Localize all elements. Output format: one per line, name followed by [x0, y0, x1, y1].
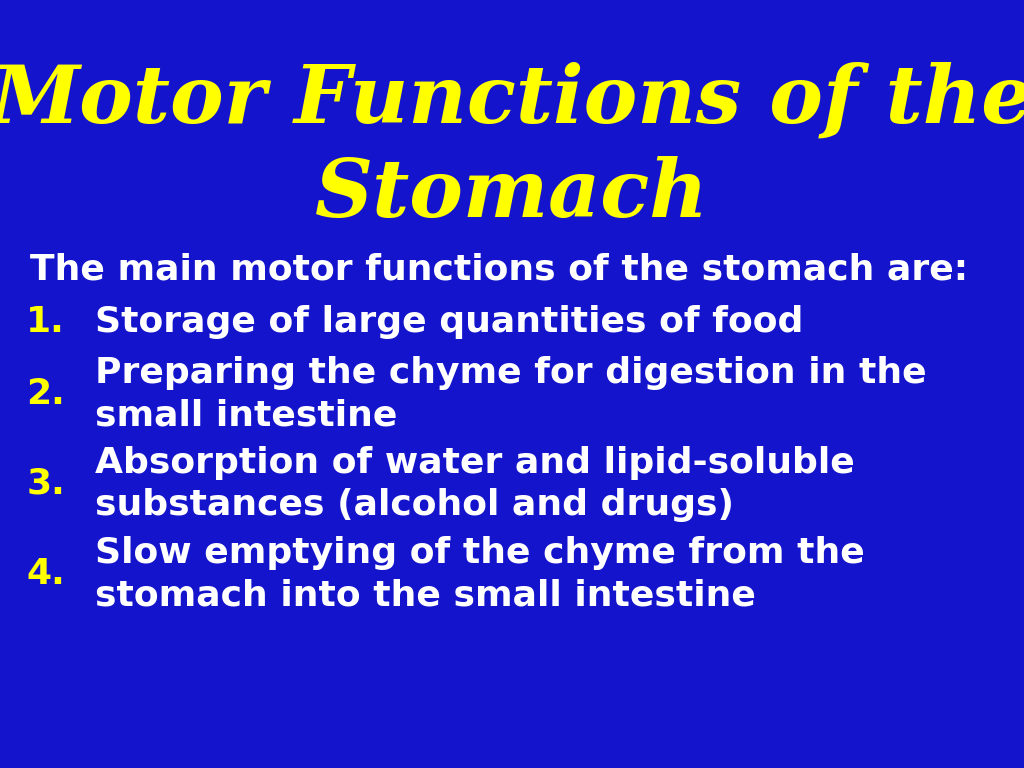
Text: 2.: 2.: [27, 377, 65, 411]
Text: small intestine: small intestine: [95, 398, 397, 432]
Text: 4.: 4.: [27, 557, 65, 591]
Text: stomach into the small intestine: stomach into the small intestine: [95, 578, 756, 612]
Text: Motor Functions of the: Motor Functions of the: [0, 61, 1024, 139]
Text: Storage of large quantities of food: Storage of large quantities of food: [95, 305, 804, 339]
Text: 1.: 1.: [27, 305, 65, 339]
Text: Slow emptying of the chyme from the: Slow emptying of the chyme from the: [95, 536, 864, 570]
Text: The main motor functions of the stomach are:: The main motor functions of the stomach …: [30, 253, 968, 287]
Text: Absorption of water and lipid-soluble: Absorption of water and lipid-soluble: [95, 446, 855, 480]
Text: substances (alcohol and drugs): substances (alcohol and drugs): [95, 488, 734, 522]
Text: 3.: 3.: [27, 467, 65, 501]
Text: Preparing the chyme for digestion in the: Preparing the chyme for digestion in the: [95, 356, 927, 390]
Text: Stomach: Stomach: [315, 156, 709, 233]
